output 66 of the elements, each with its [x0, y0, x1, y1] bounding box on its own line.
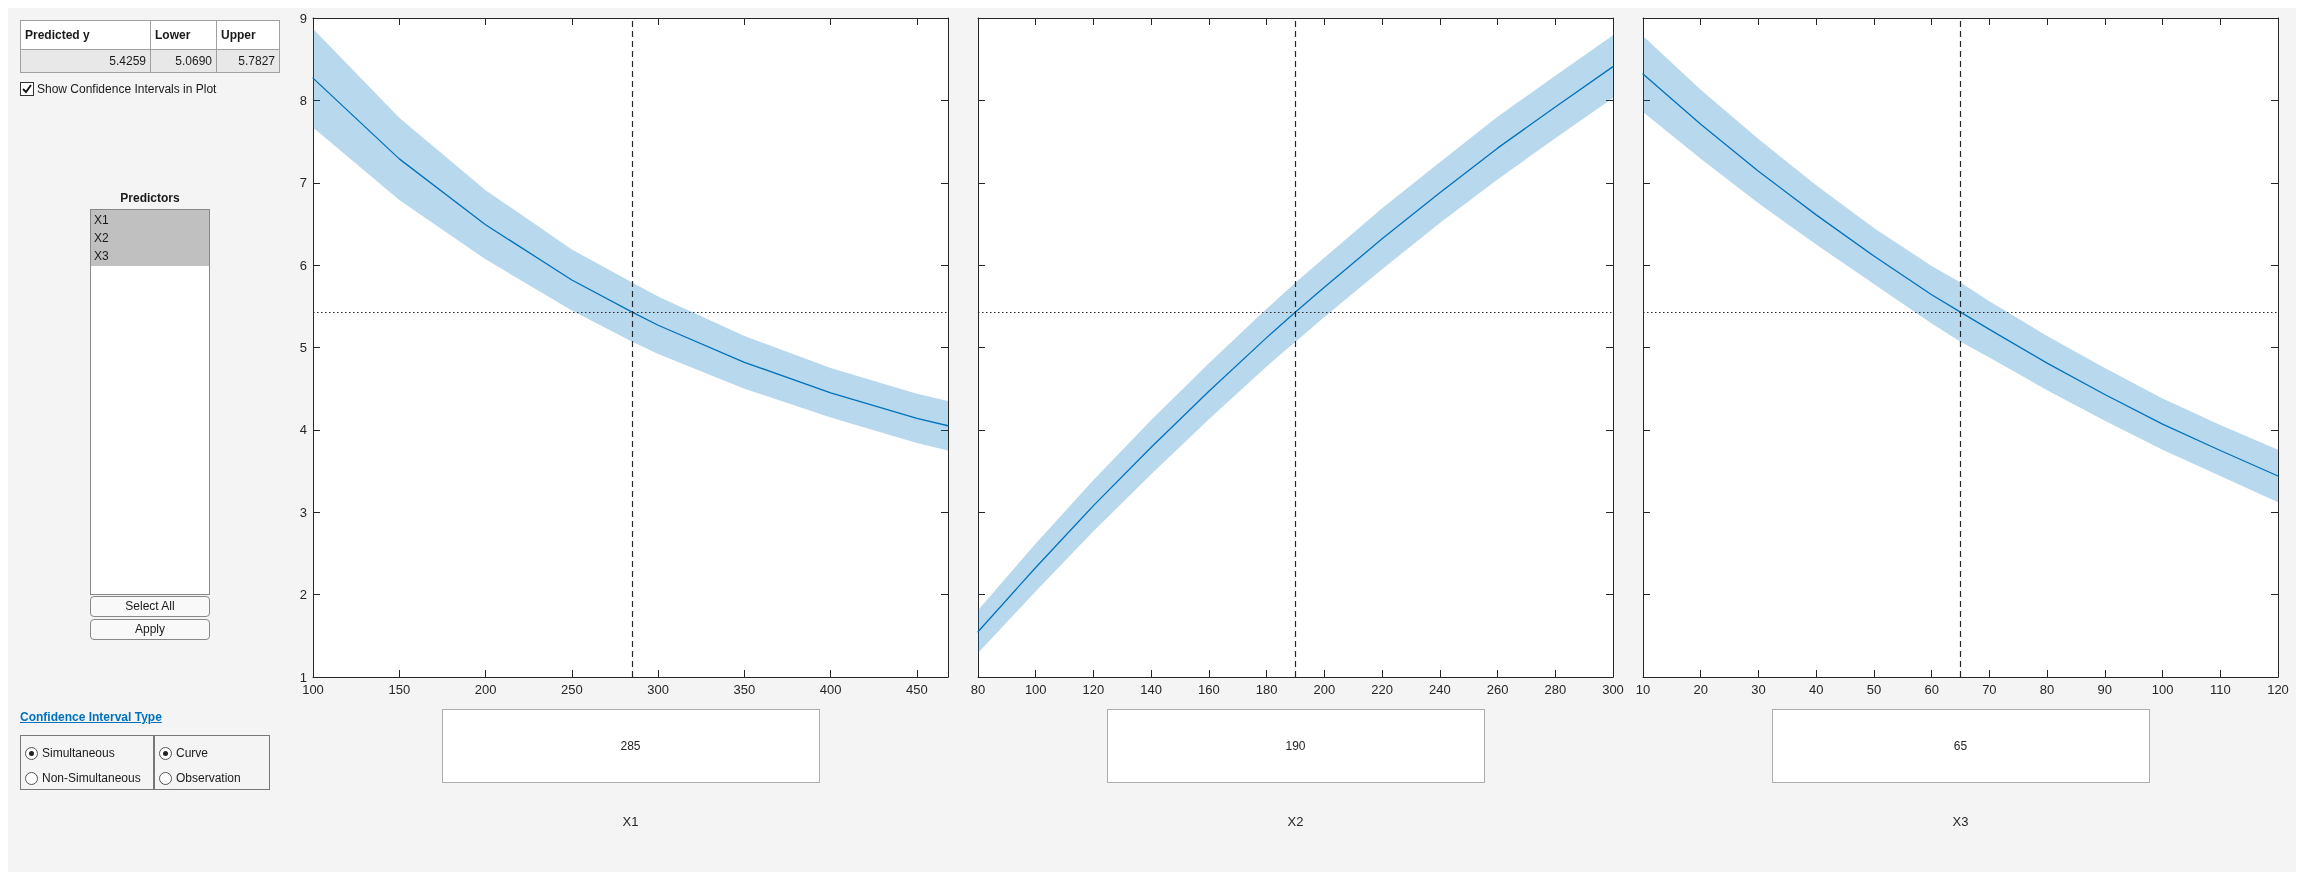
text-field: 65 — [1771, 709, 2150, 783]
x-tick-label: 280 — [1544, 682, 1567, 697]
y-tick-label: 5 — [299, 340, 307, 355]
x-tick-label: 100 — [2151, 682, 2174, 697]
x-tick-label: 200 — [1313, 682, 1336, 697]
x-tick-label: 120 — [1082, 682, 1105, 697]
x-tick-label: 250 — [560, 682, 583, 697]
x-tick-label: 240 — [1428, 682, 1451, 697]
x-tick-label: 180 — [1255, 682, 1278, 697]
text: 5.0690 — [175, 54, 212, 68]
ref-line-label: 65 — [1953, 739, 1968, 753]
x-tick-label: 450 — [906, 682, 928, 697]
ref-line-label: 285 — [620, 739, 641, 753]
x-tick-label: 140 — [1140, 682, 1163, 697]
x-tick-label: 20 — [1693, 682, 1708, 697]
ref-line-label: 190 — [1285, 739, 1306, 753]
x-tick-label: 80 — [2039, 682, 2055, 697]
x-tick-label: 120 — [2267, 682, 2289, 697]
y-tick-label: 3 — [299, 504, 307, 520]
y-tick-label: 1 — [299, 669, 307, 685]
x-tick-label: 150 — [388, 682, 411, 697]
y-tick-label: 8 — [299, 92, 307, 108]
text: 5.4259 — [109, 54, 146, 68]
x-axis-title: X3 — [1952, 814, 1969, 829]
text-field: 190 — [1106, 709, 1485, 783]
text: Observation — [176, 771, 241, 785]
text: Confidence Interval Type — [20, 710, 162, 724]
text: Lower — [155, 28, 191, 42]
x-tick-label: 300 — [1602, 682, 1624, 697]
x-axis-title: X1 — [622, 814, 639, 829]
button: Apply — [90, 619, 210, 640]
x-tick-label: 200 — [474, 682, 497, 697]
x-tick-label: 300 — [647, 682, 669, 697]
x-tick-label: 70 — [1982, 682, 1997, 697]
y-tick-label: 6 — [299, 257, 307, 273]
x-tick-label: 30 — [1751, 682, 1766, 697]
list-box: X1 X2 X3 — [90, 209, 210, 595]
x-tick-label: 10 — [1635, 682, 1651, 697]
text-field: 285 — [441, 709, 820, 783]
x-tick-label: 400 — [819, 682, 842, 697]
x-tick-label: 90 — [2097, 682, 2113, 697]
text: 5.7827 — [238, 54, 275, 68]
x-tick-label: 260 — [1486, 682, 1509, 697]
y-tick-label: 9 — [299, 10, 307, 26]
x-tick-label: 160 — [1198, 682, 1220, 697]
text: Non-Simultaneous — [42, 771, 141, 785]
y-tick-label: 4 — [299, 422, 307, 438]
y-tick-label: 2 — [299, 587, 307, 603]
x-axis-title: X2 — [1287, 814, 1304, 829]
button: Select All — [90, 596, 210, 617]
text: Simultaneous — [42, 746, 115, 760]
y-tick-label: 7 — [299, 175, 307, 191]
x-tick-label: 80 — [970, 682, 986, 697]
text: Upper — [221, 28, 256, 42]
x-tick-label: 60 — [1924, 682, 1939, 697]
text: Curve — [176, 746, 209, 760]
x-tick-label: 220 — [1371, 682, 1393, 697]
x-tick-label: 50 — [1866, 682, 1882, 697]
x-tick-label: 40 — [1808, 682, 1824, 697]
text: Predictors — [120, 191, 180, 205]
x-tick-label: 100 — [1024, 682, 1047, 697]
x-tick-label: 350 — [733, 682, 756, 697]
x-tick-label: 110 — [2209, 682, 2231, 697]
x-tick-label: 100 — [302, 682, 324, 697]
text: Predicted y — [25, 28, 90, 42]
text: Show Confidence Intervals in Plot — [37, 82, 217, 96]
